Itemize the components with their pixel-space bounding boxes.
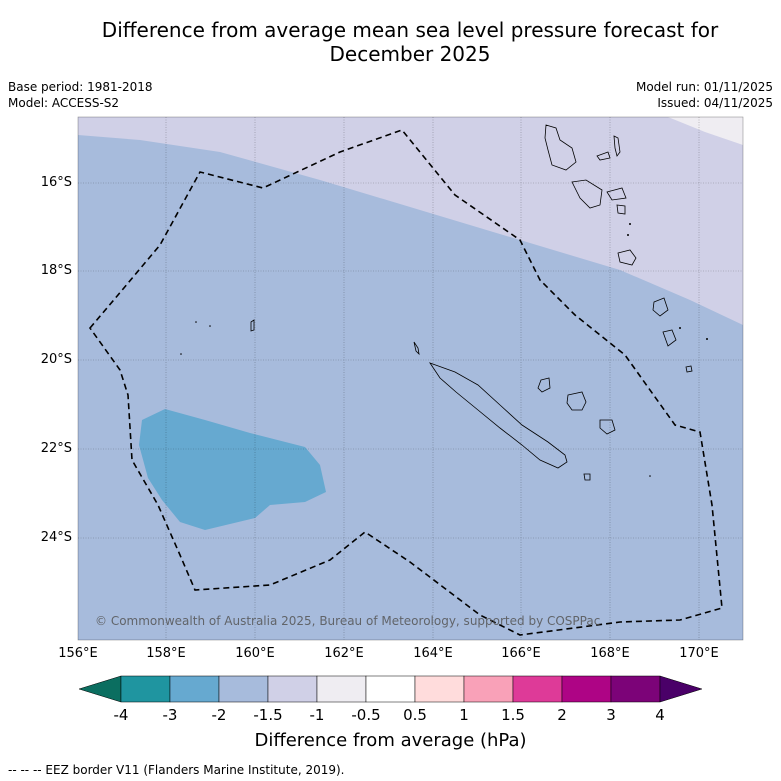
model-name: Model: ACCESS-S2 [8, 96, 120, 110]
meta-right: Model run: 01/11/2025 Issued: 04/11/2025 [636, 79, 773, 111]
anomaly-minus3-region [139, 409, 326, 530]
colorbar-tick-label: -1 [309, 706, 325, 724]
lifou-island [566, 391, 587, 411]
model-run: Model run: 01/11/2025 [635, 80, 773, 94]
chesterfield-islands [250, 319, 255, 332]
tanna-island [662, 329, 677, 347]
island-speck [629, 223, 631, 225]
new-caledonia-island [428, 362, 568, 469]
map-fill [78, 117, 743, 640]
colorbar-tick-label: -0.5 [351, 706, 381, 724]
espiritu-santo-island [544, 124, 577, 171]
ouvea-island [537, 377, 551, 393]
base-period: Base period: 1981-2018 [8, 80, 153, 94]
colorbar-bin [365, 675, 416, 703]
latitude-label: 24°S [40, 530, 72, 545]
colorbar-tick-label: 3 [606, 706, 616, 724]
maewo-island [613, 135, 621, 157]
latitude-label: 22°S [40, 441, 72, 456]
colorbar-bin [120, 675, 171, 703]
ambrym-island [606, 187, 627, 201]
belep-islands [413, 341, 420, 356]
colorbar-tick-label: -3 [162, 706, 178, 724]
colorbar-bin [561, 675, 612, 703]
colorbar-bin [414, 675, 465, 703]
latitude-label: 18°S [40, 263, 72, 278]
chart-title: Difference from average mean sea level p… [101, 18, 719, 66]
erromango-island [652, 297, 669, 317]
colorbar-over-triangle [659, 675, 703, 703]
island-speck [706, 338, 708, 340]
copyright-notice: © Commonwealth of Australia 2025, Bureau… [95, 614, 601, 628]
malakula-island [571, 179, 603, 209]
colorbar-tick-label: 0.5 [403, 706, 427, 724]
longitude-label: 170°E [679, 646, 719, 661]
eez-legend: -- -- -- EEZ border V11 (Flanders Marine… [8, 763, 345, 777]
colorbar [78, 675, 703, 703]
colorbar-bin [463, 675, 514, 703]
mare-island [599, 419, 616, 435]
map-frame [77, 116, 744, 641]
longitude-label: 166°E [501, 646, 541, 661]
longitude-label: 164°E [413, 646, 453, 661]
issued-date: Issued: 04/11/2025 [657, 96, 773, 110]
isle-of-pines [583, 473, 591, 481]
colorbar-tick-label: 2 [557, 706, 567, 724]
colorbar-under-triangle [78, 675, 122, 703]
colorbar-tick-label: 1.5 [501, 706, 525, 724]
efate-island [617, 249, 637, 266]
ambae-island [596, 151, 611, 161]
reef-speck [195, 321, 197, 323]
aneityum-island [685, 365, 693, 373]
colorbar-tick-label: -2 [211, 706, 227, 724]
meta-left: Base period: 1981-2018 Model: ACCESS-S2 [8, 79, 153, 111]
epi-island [616, 204, 626, 215]
colorbar-bin [316, 675, 367, 703]
colorbar-bin [512, 675, 563, 703]
island-speck [679, 327, 681, 329]
colorbar-tick-label: -1.5 [253, 706, 283, 724]
longitude-label: 158°E [146, 646, 186, 661]
latitude-label: 20°S [40, 352, 72, 367]
gridlines [78, 117, 743, 640]
colorbar-bin [267, 675, 318, 703]
colorbar-tick-label: 4 [655, 706, 665, 724]
longitude-label: 162°E [324, 646, 364, 661]
longitude-label: 156°E [58, 646, 98, 661]
reef-speck [180, 353, 182, 355]
colorbar-title: Difference from average (hPa) [254, 730, 527, 751]
island-speck [627, 234, 629, 236]
anomaly-minus1-region [668, 117, 743, 145]
longitude-label: 168°E [590, 646, 630, 661]
eez-border [88, 129, 723, 636]
reef-speck [209, 325, 211, 327]
colorbar-bin [218, 675, 269, 703]
anomaly-minus1_5-region [78, 117, 743, 325]
colorbar-tick-label: 1 [459, 706, 469, 724]
longitude-label: 160°E [235, 646, 275, 661]
colorbar-tick-label: -4 [113, 706, 129, 724]
reef-speck [649, 475, 651, 477]
colorbar-bin [169, 675, 220, 703]
colorbar-bin [610, 675, 661, 703]
latitude-label: 16°S [40, 175, 72, 190]
